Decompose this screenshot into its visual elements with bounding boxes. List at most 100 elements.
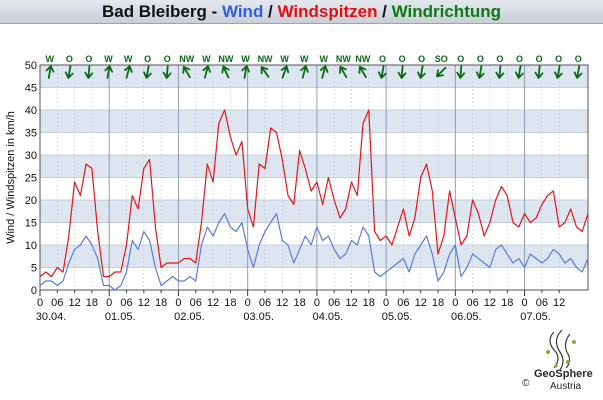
direction-arrow-icon (495, 65, 505, 79)
x-tick-label: 12 (207, 297, 219, 309)
x-date-label: 01.05. (105, 311, 136, 323)
x-tick-label: 0 (521, 297, 527, 309)
y-tick-label: 40 (25, 105, 37, 117)
direction-arrow-icon (534, 65, 544, 79)
direction-arrow-shape (143, 65, 152, 79)
x-tick-label: 0 (452, 297, 458, 309)
direction-arrow-shape (377, 65, 387, 79)
direction-arrow-shape (475, 65, 485, 79)
direction-label: W (300, 54, 309, 64)
logo-name: GeoSphere (534, 368, 593, 380)
title-separator: - (206, 2, 222, 21)
x-date-label: 07.05. (520, 311, 551, 323)
x-tick-label: 12 (484, 297, 496, 309)
direction-label: O (536, 54, 543, 64)
y-tick-label: 5 (31, 263, 37, 275)
direction-arrow-shape (241, 65, 251, 79)
gusts-series-line (39, 109, 589, 278)
direction-arrow-shape (280, 65, 290, 79)
direction-arrow-icon (64, 65, 74, 79)
x-tick-label: 06 (51, 297, 63, 309)
title-station: Bad Bleiberg (101, 2, 207, 21)
direction-label: W (202, 54, 211, 64)
direction-arrow-icon (456, 65, 466, 79)
direction-label: O (575, 54, 582, 64)
x-tick-label: 18 (224, 297, 236, 309)
direction-arrow-shape (182, 65, 191, 79)
direction-arrow-icon (45, 65, 55, 79)
x-tick-label: 06 (328, 297, 340, 309)
grid-band (40, 155, 588, 178)
x-date-label: 04.05. (313, 311, 344, 323)
direction-arrow-shape (221, 65, 230, 79)
direction-label: SO (435, 54, 448, 64)
direction-arrow-icon (162, 65, 172, 79)
direction-arrow-icon (104, 65, 114, 79)
x-tick-label: 12 (415, 297, 427, 309)
direction-arrow-shape (338, 65, 348, 79)
direction-arrow-shape (124, 65, 133, 79)
chart-title: Bad Bleiberg - Wind / Windspitzen / Wind… (0, 2, 603, 21)
x-tick-label: 12 (345, 297, 357, 309)
y-tick-label: 20 (25, 195, 37, 207)
direction-label: W (104, 54, 113, 64)
direction-arrow-icon (554, 65, 563, 79)
x-tick-label: 12 (553, 297, 565, 309)
x-tick-label: 06 (190, 297, 202, 309)
direction-arrow-icon (573, 65, 583, 79)
x-tick-label: 0 (245, 297, 251, 309)
grid-band (40, 65, 588, 88)
x-tick-label: 18 (432, 297, 444, 309)
direction-arrow-shape (64, 65, 74, 79)
direction-label: O (164, 54, 171, 64)
logo-country: Austria (550, 381, 582, 392)
logo-mark-icon (546, 329, 576, 371)
direction-arrow-icon (143, 65, 152, 79)
grid-band (40, 110, 588, 133)
direction-label: O (379, 54, 386, 64)
direction-arrow-icon (124, 65, 133, 79)
direction-arrow-shape (573, 65, 583, 79)
direction-arrow-icon (377, 65, 387, 79)
direction-arrow-icon (475, 65, 485, 79)
direction-label: O (516, 54, 523, 64)
x-tick-label: 12 (138, 297, 150, 309)
direction-arrow-icon (280, 65, 290, 79)
wind-series-line (39, 212, 589, 291)
x-tick-label: 0 (175, 297, 181, 309)
grid-band (40, 245, 588, 268)
y-tick-label: 25 (25, 173, 37, 185)
direction-label: NW (336, 54, 351, 64)
direction-label: O (66, 54, 73, 64)
x-tick-label: 18 (363, 297, 375, 309)
x-date-label: 03.05. (243, 311, 274, 323)
direction-arrow-icon (241, 65, 251, 79)
direction-arrow-icon (514, 65, 524, 79)
direction-label: NW (258, 54, 273, 64)
x-date-label: 06.05. (451, 311, 482, 323)
direction-arrow-icon (202, 65, 211, 79)
x-tick-label: 18 (155, 297, 167, 309)
x-tick-label: 0 (314, 297, 320, 309)
x-tick-label: 06 (120, 297, 132, 309)
x-tick-label: 0 (383, 297, 389, 309)
direction-label: W (46, 54, 55, 64)
y-tick-label: 30 (25, 150, 37, 162)
direction-label: NW (355, 54, 370, 64)
title-bar: Bad Bleiberg - Wind / Windspitzen / Wind… (0, 0, 603, 24)
direction-arrow-shape (358, 65, 367, 79)
y-tick-label: 10 (25, 240, 37, 252)
direction-label: W (280, 54, 289, 64)
direction-arrow-shape (104, 65, 114, 79)
direction-arrow-shape (202, 65, 211, 79)
direction-arrow-shape (260, 66, 270, 78)
direction-label: NW (218, 54, 233, 64)
direction-arrow-shape (319, 65, 329, 79)
x-tick-label: 0 (37, 297, 43, 309)
direction-label: O (457, 54, 464, 64)
x-tick-label: 06 (259, 297, 271, 309)
x-date-label: 02.05. (174, 311, 205, 323)
title-separator: / (263, 2, 278, 21)
